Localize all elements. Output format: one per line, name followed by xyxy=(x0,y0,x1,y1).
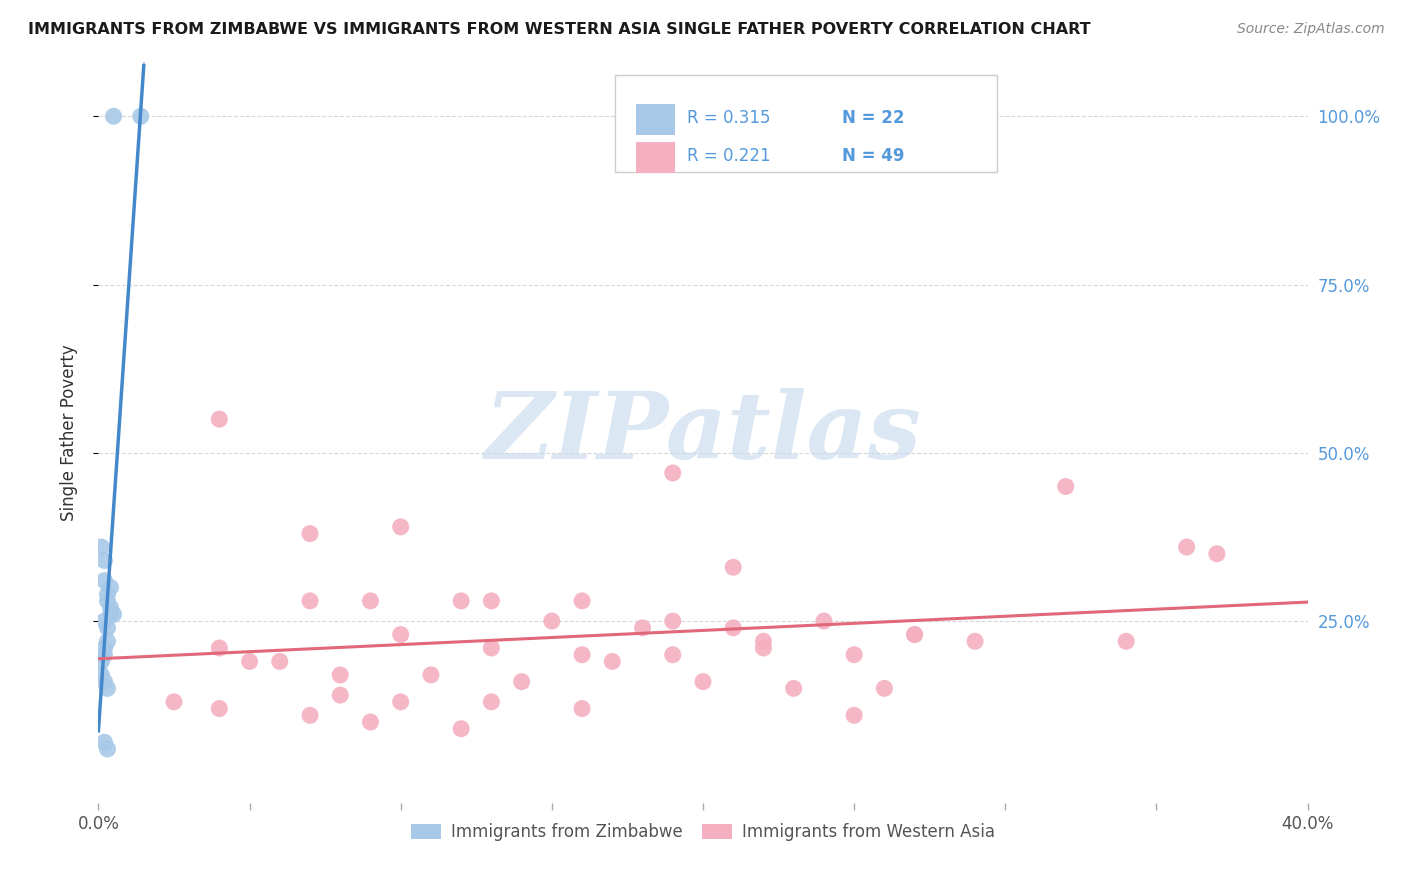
Point xyxy=(360,714,382,729)
Point xyxy=(389,695,412,709)
Text: ZIPatlas: ZIPatlas xyxy=(485,388,921,477)
Point xyxy=(752,640,775,655)
Point xyxy=(481,640,503,655)
Point xyxy=(103,607,125,622)
Point xyxy=(93,674,115,689)
Point xyxy=(93,735,115,749)
Point xyxy=(510,674,533,689)
Point xyxy=(299,594,322,608)
Point xyxy=(661,614,683,628)
Point xyxy=(100,607,122,622)
Point xyxy=(93,614,115,628)
Legend: Immigrants from Zimbabwe, Immigrants from Western Asia: Immigrants from Zimbabwe, Immigrants fro… xyxy=(404,816,1002,847)
Point xyxy=(90,540,112,554)
Point xyxy=(1115,634,1137,648)
Point xyxy=(100,600,122,615)
Point xyxy=(163,695,186,709)
Point xyxy=(329,668,352,682)
Point xyxy=(661,648,683,662)
Text: IMMIGRANTS FROM ZIMBABWE VS IMMIGRANTS FROM WESTERN ASIA SINGLE FATHER POVERTY C: IMMIGRANTS FROM ZIMBABWE VS IMMIGRANTS F… xyxy=(28,22,1091,37)
Point xyxy=(723,621,745,635)
Point xyxy=(571,648,593,662)
Point xyxy=(692,674,714,689)
Point xyxy=(208,412,231,426)
Point xyxy=(783,681,806,696)
Y-axis label: Single Father Poverty: Single Father Poverty xyxy=(59,344,77,521)
Point xyxy=(844,708,866,723)
Point xyxy=(450,722,472,736)
Point xyxy=(481,695,503,709)
Point xyxy=(208,640,231,655)
Point xyxy=(571,701,593,715)
Point xyxy=(96,621,118,635)
FancyBboxPatch shape xyxy=(637,103,675,135)
Point xyxy=(103,109,125,123)
Point xyxy=(844,648,866,662)
Point xyxy=(450,594,472,608)
Point xyxy=(96,681,118,696)
Point xyxy=(93,553,115,567)
Point xyxy=(571,594,593,608)
Point xyxy=(93,640,115,655)
Point xyxy=(299,708,322,723)
Point xyxy=(100,581,122,595)
Point xyxy=(723,560,745,574)
Point xyxy=(90,655,112,669)
Point xyxy=(96,742,118,756)
Point xyxy=(360,594,382,608)
Point xyxy=(1175,540,1198,554)
Point xyxy=(389,520,412,534)
Text: Source: ZipAtlas.com: Source: ZipAtlas.com xyxy=(1237,22,1385,37)
Point xyxy=(602,655,624,669)
Point xyxy=(93,574,115,588)
Point xyxy=(752,634,775,648)
Text: N = 22: N = 22 xyxy=(842,109,904,127)
FancyBboxPatch shape xyxy=(637,142,675,173)
Point xyxy=(540,614,562,628)
Point xyxy=(96,634,118,648)
Point xyxy=(661,466,683,480)
Point xyxy=(90,668,112,682)
Point xyxy=(873,681,896,696)
Point xyxy=(389,627,412,641)
Point xyxy=(96,587,118,601)
Text: R = 0.315: R = 0.315 xyxy=(688,109,770,127)
Point xyxy=(93,648,115,662)
Point xyxy=(1054,479,1077,493)
Point xyxy=(208,701,231,715)
Text: N = 49: N = 49 xyxy=(842,147,904,165)
Point xyxy=(299,526,322,541)
Text: R = 0.221: R = 0.221 xyxy=(688,147,770,165)
Point xyxy=(904,627,927,641)
Point xyxy=(269,655,291,669)
Point xyxy=(96,594,118,608)
Point xyxy=(481,594,503,608)
Point xyxy=(420,668,443,682)
Point xyxy=(329,688,352,702)
Point xyxy=(904,627,927,641)
Point xyxy=(631,621,654,635)
FancyBboxPatch shape xyxy=(614,75,997,172)
Point xyxy=(129,109,152,123)
Point xyxy=(1206,547,1229,561)
Point xyxy=(239,655,262,669)
Point xyxy=(813,614,835,628)
Point xyxy=(965,634,987,648)
